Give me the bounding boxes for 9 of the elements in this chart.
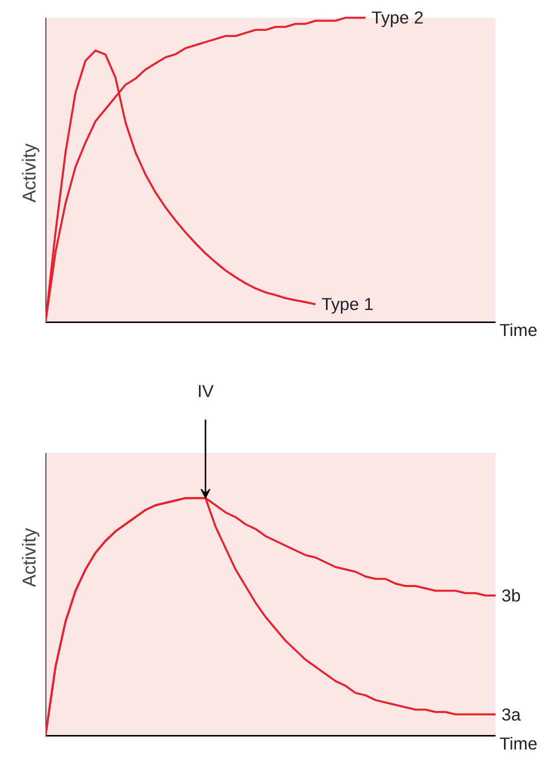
series-label: Type 2: [372, 8, 424, 28]
series-label: Type 1: [322, 294, 374, 314]
series-label: 3b: [502, 586, 521, 606]
x-axis-title: Time: [500, 320, 538, 340]
text: IV: [197, 381, 214, 402]
y-axis-title: Activity: [18, 527, 40, 588]
y-axis-title: Activity: [18, 142, 40, 203]
x-axis-title: Time: [500, 734, 538, 754]
series-label: 3a: [502, 704, 522, 724]
